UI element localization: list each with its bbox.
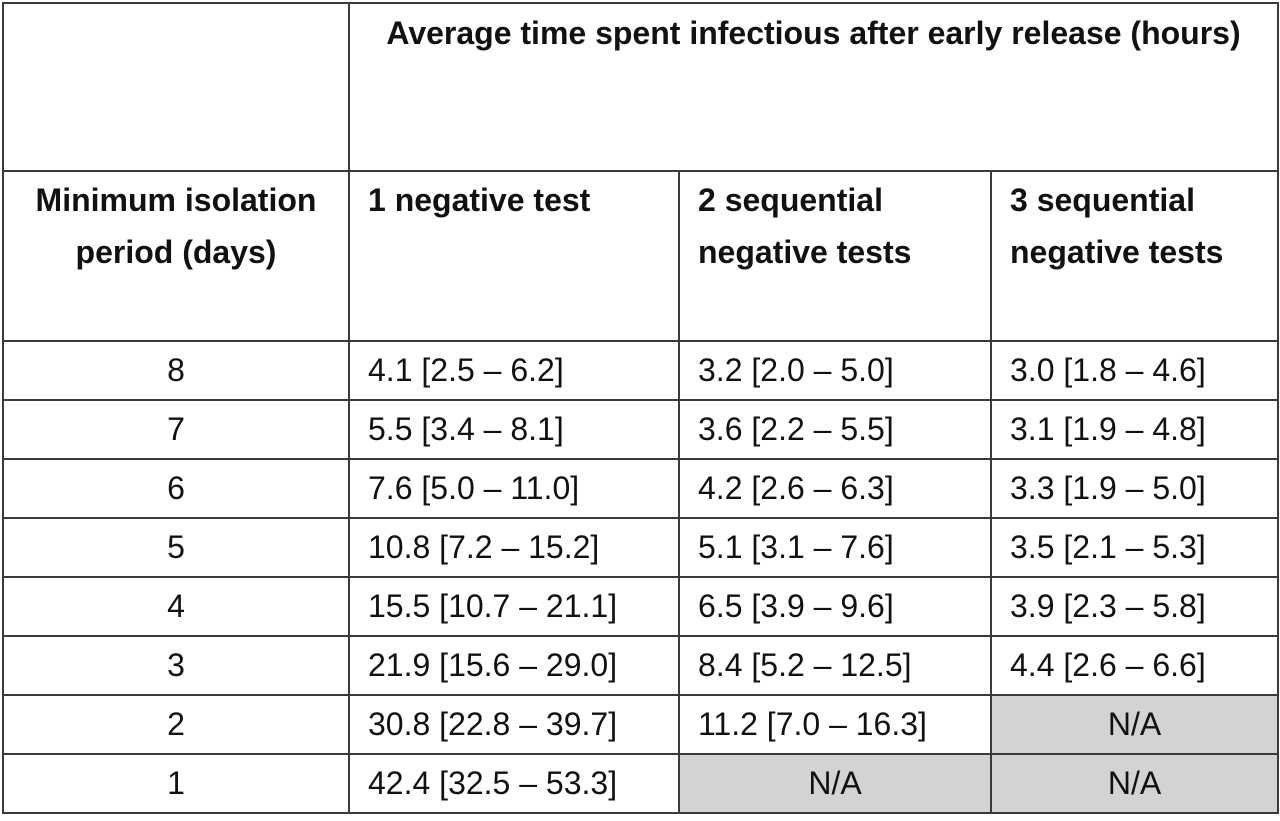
table-row: 4 15.5 [10.7 – 21.1] 6.5 [3.9 – 9.6] 3.9 [2… — [2, 576, 1280, 637]
table-row: 8 4.1 [2.5 – 6.2] 3.2 [2.0 – 5.0] 3.0 [1.8 … — [2, 340, 1280, 401]
value-cell: 21.9 [15.6 – 29.0] — [348, 635, 680, 696]
table-row: 1 42.4 [32.5 – 53.3] N/A N/A — [2, 753, 1280, 814]
not-applicable-cell: N/A — [678, 753, 992, 814]
super-header-row: Average time spent infectious after earl… — [2, 2, 1280, 172]
table-row: 3 21.9 [15.6 – 29.0] 8.4 [5.2 – 12.5] 4.4 [… — [2, 635, 1280, 696]
value-cell: 3.3 [1.9 – 5.0] — [989, 458, 1280, 519]
value-cell: 3.0 [1.8 – 4.6] — [989, 340, 1280, 401]
table-row: 6 7.6 [5.0 – 11.0] 4.2 [2.6 – 6.3] 3.3 [1.9… — [2, 458, 1280, 519]
value-cell: 42.4 [32.5 – 53.3] — [348, 753, 680, 814]
isolation-days-cell: 6 — [2, 458, 350, 519]
column-header-3-tests: 3 sequential negative tests — [989, 170, 1280, 342]
value-cell: 15.5 [10.7 – 21.1] — [348, 576, 680, 637]
value-cell: 4.4 [2.6 – 6.6] — [989, 635, 1280, 696]
value-cell: 5.5 [3.4 – 8.1] — [348, 399, 680, 460]
value-cell: 3.5 [2.1 – 5.3] — [989, 517, 1280, 578]
value-cell: 6.5 [3.9 – 9.6] — [678, 576, 992, 637]
value-cell: 3.1 [1.9 – 4.8] — [989, 399, 1280, 460]
isolation-days-cell: 1 — [2, 753, 350, 814]
value-cell: 5.1 [3.1 – 7.6] — [678, 517, 992, 578]
table-row: 2 30.8 [22.8 – 39.7] 11.2 [7.0 – 16.3] N/A — [2, 694, 1280, 755]
isolation-days-cell: 5 — [2, 517, 350, 578]
table-row: 5 10.8 [7.2 – 15.2] 5.1 [3.1 – 7.6] 3.5 [2.… — [2, 517, 1280, 578]
value-cell: 10.8 [7.2 – 15.2] — [348, 517, 680, 578]
value-cell: 4.2 [2.6 – 6.3] — [678, 458, 992, 519]
value-cell: 8.4 [5.2 – 12.5] — [678, 635, 992, 696]
column-header-1-test: 1 negative test — [348, 170, 680, 342]
isolation-days-cell: 4 — [2, 576, 350, 637]
value-cell: 3.6 [2.2 – 5.5] — [678, 399, 992, 460]
corner-cell — [2, 2, 350, 172]
value-cell: 30.8 [22.8 – 39.7] — [348, 694, 680, 755]
value-cell: 3.9 [2.3 – 5.8] — [989, 576, 1280, 637]
value-cell: 7.6 [5.0 – 11.0] — [348, 458, 680, 519]
isolation-days-cell: 2 — [2, 694, 350, 755]
table-row: 7 5.5 [3.4 – 8.1] 3.6 [2.2 – 5.5] 3.1 [1.9 … — [2, 399, 1280, 460]
isolation-days-cell: 7 — [2, 399, 350, 460]
not-applicable-cell: N/A — [989, 753, 1280, 814]
isolation-days-cell: 3 — [2, 635, 350, 696]
column-header-2-tests: 2 sequential negative tests — [678, 170, 992, 342]
value-cell: 4.1 [2.5 – 6.2] — [348, 340, 680, 401]
super-header-title: Average time spent infectious after earl… — [347, 2, 1280, 172]
value-cell: 3.2 [2.0 – 5.0] — [678, 340, 992, 401]
value-cell: 11.2 [7.0 – 16.3] — [678, 694, 992, 755]
isolation-days-cell: 8 — [2, 340, 350, 401]
row-header-label: Minimum isolation period (days) — [2, 170, 350, 342]
not-applicable-cell: N/A — [989, 694, 1280, 755]
column-header-row: Minimum isolation period (days) 1 negati… — [2, 170, 1280, 342]
